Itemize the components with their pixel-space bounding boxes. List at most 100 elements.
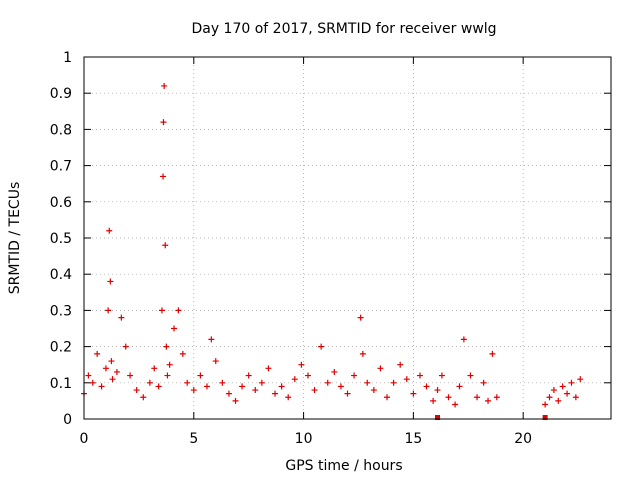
- data-point: [102, 365, 109, 372]
- y-tick-label: 0: [63, 412, 72, 428]
- axis-ticks: 00.10.20.30.40.50.60.70.80.910 5 10 15 20: [50, 50, 611, 447]
- axis-marker: [542, 415, 548, 420]
- data-point: [390, 379, 397, 386]
- data-point: [452, 401, 459, 408]
- data-point: [122, 343, 129, 350]
- data-point: [107, 278, 114, 285]
- data-point: [370, 387, 377, 394]
- data-point: [493, 394, 500, 401]
- data-point: [155, 383, 162, 390]
- data-point: [555, 397, 562, 404]
- data-point: [403, 376, 410, 383]
- x-tick-label: 0: [80, 431, 89, 447]
- data-point: [258, 379, 265, 386]
- data-points: [81, 82, 584, 420]
- data-point: [197, 372, 204, 379]
- data-point: [127, 372, 134, 379]
- data-point: [89, 379, 96, 386]
- data-point: [175, 307, 182, 314]
- data-point: [546, 394, 553, 401]
- data-point: [474, 394, 481, 401]
- y-tick-label: 0.7: [50, 159, 72, 175]
- data-point: [337, 383, 344, 390]
- data-point: [377, 365, 384, 372]
- data-point: [285, 394, 292, 401]
- data-point: [485, 397, 492, 404]
- data-point: [118, 314, 125, 321]
- data-point: [568, 379, 575, 386]
- data-point: [162, 242, 169, 249]
- data-point: [160, 119, 167, 126]
- data-point: [109, 376, 116, 383]
- y-axis-label: SRMTID / TECUs: [7, 182, 23, 295]
- data-point: [163, 343, 170, 350]
- data-point: [212, 358, 219, 365]
- data-point: [423, 383, 430, 390]
- data-point: [239, 383, 246, 390]
- x-tick-label: 20: [514, 431, 532, 447]
- data-point: [252, 387, 259, 394]
- data-point: [434, 387, 441, 394]
- data-point: [460, 336, 467, 343]
- data-point: [311, 387, 318, 394]
- y-tick-label: 0.4: [50, 267, 72, 283]
- data-point: [113, 368, 120, 375]
- data-point: [85, 372, 92, 379]
- data-point: [272, 390, 279, 397]
- data-point: [357, 314, 364, 321]
- data-point: [232, 397, 239, 404]
- data-point: [480, 379, 487, 386]
- data-point: [298, 361, 305, 368]
- x-tick-label: 5: [189, 431, 198, 447]
- data-point: [208, 336, 215, 343]
- data-point: [265, 365, 272, 372]
- data-point: [416, 372, 423, 379]
- data-point: [146, 379, 153, 386]
- y-tick-label: 0.1: [50, 376, 72, 392]
- x-tick-label: 15: [404, 431, 422, 447]
- y-tick-label: 0.5: [50, 231, 72, 247]
- y-tick-label: 0.9: [50, 86, 72, 102]
- data-point: [572, 394, 579, 401]
- data-point: [550, 387, 557, 394]
- data-point: [160, 173, 167, 180]
- data-point: [106, 227, 113, 234]
- data-point: [291, 376, 298, 383]
- data-point: [364, 379, 371, 386]
- data-point: [559, 383, 566, 390]
- data-point: [467, 372, 474, 379]
- data-point: [105, 307, 112, 314]
- data-point: [108, 358, 115, 365]
- data-point: [166, 361, 173, 368]
- data-point: [203, 383, 210, 390]
- data-point: [542, 401, 549, 408]
- y-tick-label: 1: [63, 50, 72, 66]
- plot-frame: [83, 56, 612, 420]
- data-point: [158, 307, 165, 314]
- data-point: [489, 350, 496, 357]
- data-point: [171, 325, 178, 332]
- data-point: [577, 376, 584, 383]
- data-point: [98, 383, 105, 390]
- x-axis-label: GPS time / hours: [285, 458, 402, 474]
- grid-lines: [84, 57, 611, 419]
- data-point: [161, 82, 168, 89]
- data-point: [190, 387, 197, 394]
- data-point: [397, 361, 404, 368]
- data-point: [445, 394, 452, 401]
- data-point: [456, 383, 463, 390]
- data-point: [219, 379, 226, 386]
- data-point: [318, 343, 325, 350]
- data-point: [94, 350, 101, 357]
- data-point: [384, 394, 391, 401]
- data-point: [179, 350, 186, 357]
- y-tick-label: 0.6: [50, 195, 72, 211]
- data-point: [430, 397, 437, 404]
- x-tick-label: 10: [295, 431, 313, 447]
- data-point: [438, 372, 445, 379]
- data-point: [351, 372, 358, 379]
- y-tick-label: 0.2: [50, 340, 72, 356]
- axis-marker: [435, 415, 441, 420]
- data-point: [164, 372, 171, 379]
- data-point: [344, 390, 351, 397]
